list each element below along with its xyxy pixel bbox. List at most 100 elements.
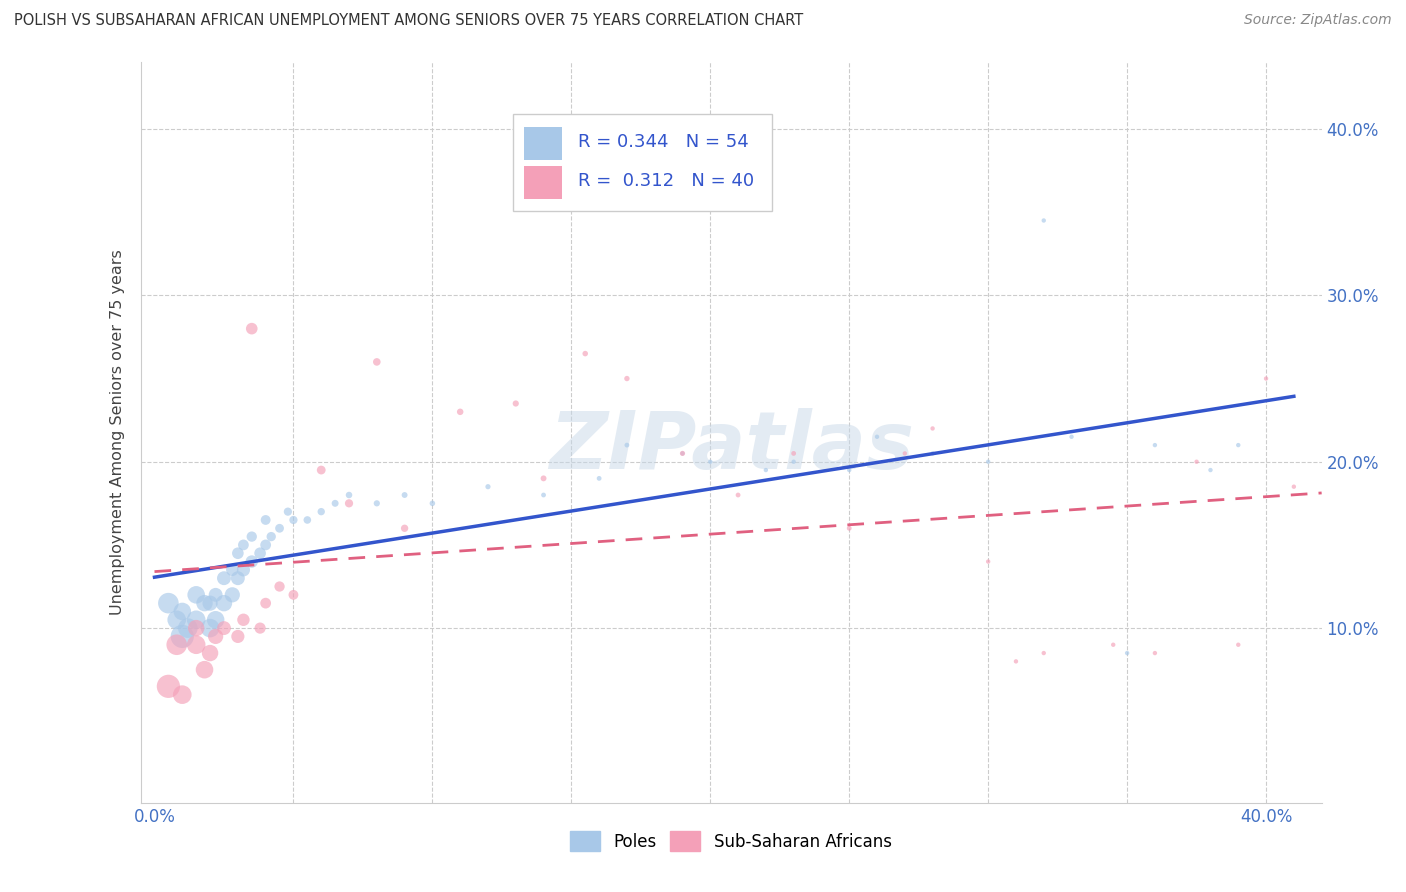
Point [533, 488, 555, 502]
Point [1227, 438, 1250, 452]
Point [782, 455, 804, 469]
Point [838, 521, 860, 535]
Point [232, 613, 254, 627]
Text: R = 0.344   N = 54: R = 0.344 N = 54 [578, 134, 748, 152]
Point [1254, 371, 1277, 385]
Point [533, 471, 555, 485]
Point [394, 488, 416, 502]
Point [221, 563, 243, 577]
Point [1032, 213, 1054, 227]
Point [449, 405, 471, 419]
Point [193, 663, 215, 677]
Point [1143, 438, 1166, 452]
Point [166, 638, 188, 652]
Point [254, 513, 277, 527]
Point [254, 596, 277, 610]
Point [269, 580, 291, 594]
Y-axis label: Unemployment Among Seniors over 75 years: Unemployment Among Seniors over 75 years [110, 250, 125, 615]
Point [232, 538, 254, 552]
Point [240, 321, 263, 335]
Point [699, 455, 721, 469]
Point [212, 571, 235, 585]
Point [249, 546, 271, 560]
Point [1060, 430, 1083, 444]
Point [204, 588, 226, 602]
Point [297, 513, 319, 527]
Point [574, 346, 596, 360]
Point [1102, 638, 1125, 652]
Point [921, 421, 943, 435]
Bar [524, 166, 562, 200]
Point [198, 621, 221, 635]
Point [198, 596, 221, 610]
Point [422, 496, 444, 510]
Point [309, 463, 332, 477]
Point [616, 438, 638, 452]
Text: ZIPatlas: ZIPatlas [548, 409, 914, 486]
Point [277, 505, 299, 519]
Point [226, 571, 249, 585]
Point [977, 455, 1000, 469]
Point [204, 629, 226, 643]
Point [226, 629, 249, 643]
Point [1227, 638, 1250, 652]
Point [616, 371, 638, 385]
Text: POLISH VS SUBSAHARAN AFRICAN UNEMPLOYMENT AMONG SENIORS OVER 75 YEARS CORRELATIO: POLISH VS SUBSAHARAN AFRICAN UNEMPLOYMEN… [14, 13, 803, 29]
Point [588, 471, 610, 485]
Bar [524, 127, 562, 161]
Point [671, 446, 693, 460]
Point [172, 688, 194, 702]
Point [249, 621, 271, 635]
Point [505, 396, 527, 410]
Point [240, 555, 263, 569]
Point [727, 488, 749, 502]
Point [186, 621, 208, 635]
Point [157, 596, 180, 610]
Legend: Poles, Sub-Saharan Africans: Poles, Sub-Saharan Africans [564, 825, 898, 857]
Point [212, 596, 235, 610]
Point [1282, 480, 1305, 494]
Point [755, 463, 778, 477]
Point [193, 596, 215, 610]
Point [172, 605, 194, 619]
Point [1185, 455, 1208, 469]
Point [866, 430, 889, 444]
Point [254, 538, 277, 552]
Point [221, 588, 243, 602]
Point [337, 496, 360, 510]
Point [204, 613, 226, 627]
Point [283, 513, 305, 527]
Point [226, 546, 249, 560]
Point [782, 446, 804, 460]
Point [186, 638, 208, 652]
Point [240, 530, 263, 544]
Point [309, 505, 332, 519]
Point [323, 496, 346, 510]
Text: R =  0.312   N = 40: R = 0.312 N = 40 [578, 172, 754, 190]
Point [921, 446, 943, 460]
Point [366, 355, 388, 369]
Point [894, 446, 917, 460]
FancyBboxPatch shape [513, 114, 772, 211]
Point [977, 555, 1000, 569]
Point [366, 496, 388, 510]
Point [177, 621, 200, 635]
Point [1032, 646, 1054, 660]
Point [260, 530, 283, 544]
Point [283, 588, 305, 602]
Point [394, 521, 416, 535]
Point [198, 646, 221, 660]
Point [157, 679, 180, 693]
Point [1005, 654, 1028, 668]
Point [186, 588, 208, 602]
Point [1116, 646, 1139, 660]
Point [186, 613, 208, 627]
Point [232, 563, 254, 577]
Point [1199, 463, 1222, 477]
Point [337, 488, 360, 502]
Point [838, 463, 860, 477]
Point [166, 613, 188, 627]
Text: Source: ZipAtlas.com: Source: ZipAtlas.com [1244, 13, 1392, 28]
Point [172, 629, 194, 643]
Point [212, 621, 235, 635]
